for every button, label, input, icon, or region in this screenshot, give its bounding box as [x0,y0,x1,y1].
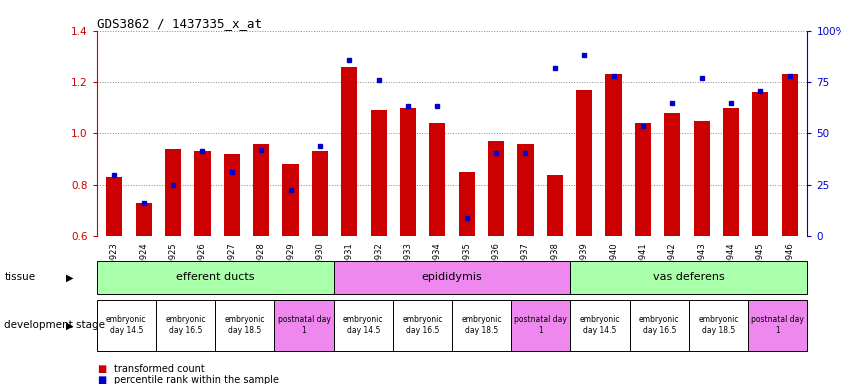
Text: tissue: tissue [4,272,35,283]
Bar [458,172,475,236]
Bar [606,74,621,236]
Bar [334,300,393,351]
Text: ▶: ▶ [66,272,73,283]
Bar [517,144,533,236]
Text: postnatal day
1: postnatal day 1 [751,315,804,336]
Text: GDS3862 / 1437335_x_at: GDS3862 / 1437335_x_at [97,17,262,30]
Bar [570,300,630,351]
Bar [97,300,156,351]
Text: ▶: ▶ [66,320,73,331]
Text: embryonic
day 18.5: embryonic day 18.5 [225,315,265,336]
Text: embryonic
day 18.5: embryonic day 18.5 [462,315,502,336]
Bar [194,151,210,236]
Text: efferent ducts: efferent ducts [176,272,255,283]
Bar [253,144,269,236]
Text: embryonic
day 16.5: embryonic day 16.5 [166,315,206,336]
Bar [312,151,328,236]
Bar [400,108,416,236]
Bar [576,90,592,236]
Text: postnatal day
1: postnatal day 1 [278,315,331,336]
Text: postnatal day
1: postnatal day 1 [515,315,568,336]
Bar [334,261,570,294]
Bar [215,300,274,351]
Text: development stage: development stage [4,320,105,331]
Bar [630,300,689,351]
Text: embryonic
day 18.5: embryonic day 18.5 [698,315,738,336]
Text: ■: ■ [97,364,106,374]
Bar [429,123,446,236]
Bar [97,261,334,294]
Bar [274,300,334,351]
Text: epididymis: epididymis [421,272,483,283]
Bar [165,149,181,236]
Bar [635,123,651,236]
Text: transformed count: transformed count [114,364,204,374]
Bar [224,154,240,236]
Text: embryonic
day 16.5: embryonic day 16.5 [639,315,680,336]
Bar [547,174,563,236]
Bar [371,110,387,236]
Text: embryonic
day 14.5: embryonic day 14.5 [579,315,621,336]
Bar [511,300,570,351]
Bar [283,164,299,236]
Bar [341,67,357,236]
Bar [393,300,452,351]
Bar [570,261,807,294]
Text: embryonic
day 14.5: embryonic day 14.5 [106,315,146,336]
Text: embryonic
day 16.5: embryonic day 16.5 [402,315,442,336]
Bar [452,300,511,351]
Text: embryonic
day 14.5: embryonic day 14.5 [343,315,383,336]
Bar [748,300,807,351]
Text: percentile rank within the sample: percentile rank within the sample [114,375,278,384]
Bar [723,108,739,236]
Bar [488,141,504,236]
Bar [664,113,680,236]
Bar [135,203,151,236]
Bar [753,92,769,236]
Bar [694,121,710,236]
Text: vas deferens: vas deferens [653,272,725,283]
Bar [689,300,748,351]
Text: ■: ■ [97,375,106,384]
Bar [106,177,123,236]
Bar [156,300,215,351]
Bar [781,74,798,236]
